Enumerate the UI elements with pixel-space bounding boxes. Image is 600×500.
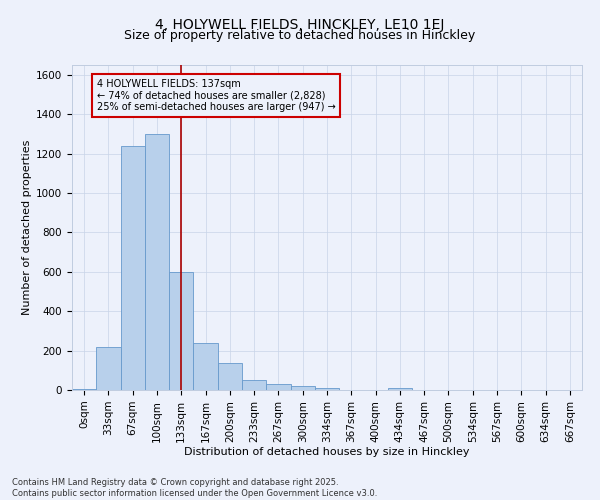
Bar bbox=[72, 389, 96, 390]
Bar bbox=[96, 346, 121, 390]
Bar bbox=[266, 384, 290, 390]
Bar bbox=[242, 380, 266, 390]
Text: 4 HOLYWELL FIELDS: 137sqm
← 74% of detached houses are smaller (2,828)
25% of se: 4 HOLYWELL FIELDS: 137sqm ← 74% of detac… bbox=[97, 79, 335, 112]
Bar bbox=[290, 386, 315, 390]
Bar bbox=[145, 134, 169, 390]
Bar bbox=[218, 364, 242, 390]
X-axis label: Distribution of detached houses by size in Hinckley: Distribution of detached houses by size … bbox=[184, 448, 470, 458]
Bar bbox=[169, 272, 193, 390]
Bar bbox=[388, 388, 412, 390]
Text: Size of property relative to detached houses in Hinckley: Size of property relative to detached ho… bbox=[124, 28, 476, 42]
Bar bbox=[193, 342, 218, 390]
Text: 4, HOLYWELL FIELDS, HINCKLEY, LE10 1EJ: 4, HOLYWELL FIELDS, HINCKLEY, LE10 1EJ bbox=[155, 18, 445, 32]
Text: Contains HM Land Registry data © Crown copyright and database right 2025.
Contai: Contains HM Land Registry data © Crown c… bbox=[12, 478, 377, 498]
Bar bbox=[121, 146, 145, 390]
Bar bbox=[315, 388, 339, 390]
Y-axis label: Number of detached properties: Number of detached properties bbox=[22, 140, 32, 315]
